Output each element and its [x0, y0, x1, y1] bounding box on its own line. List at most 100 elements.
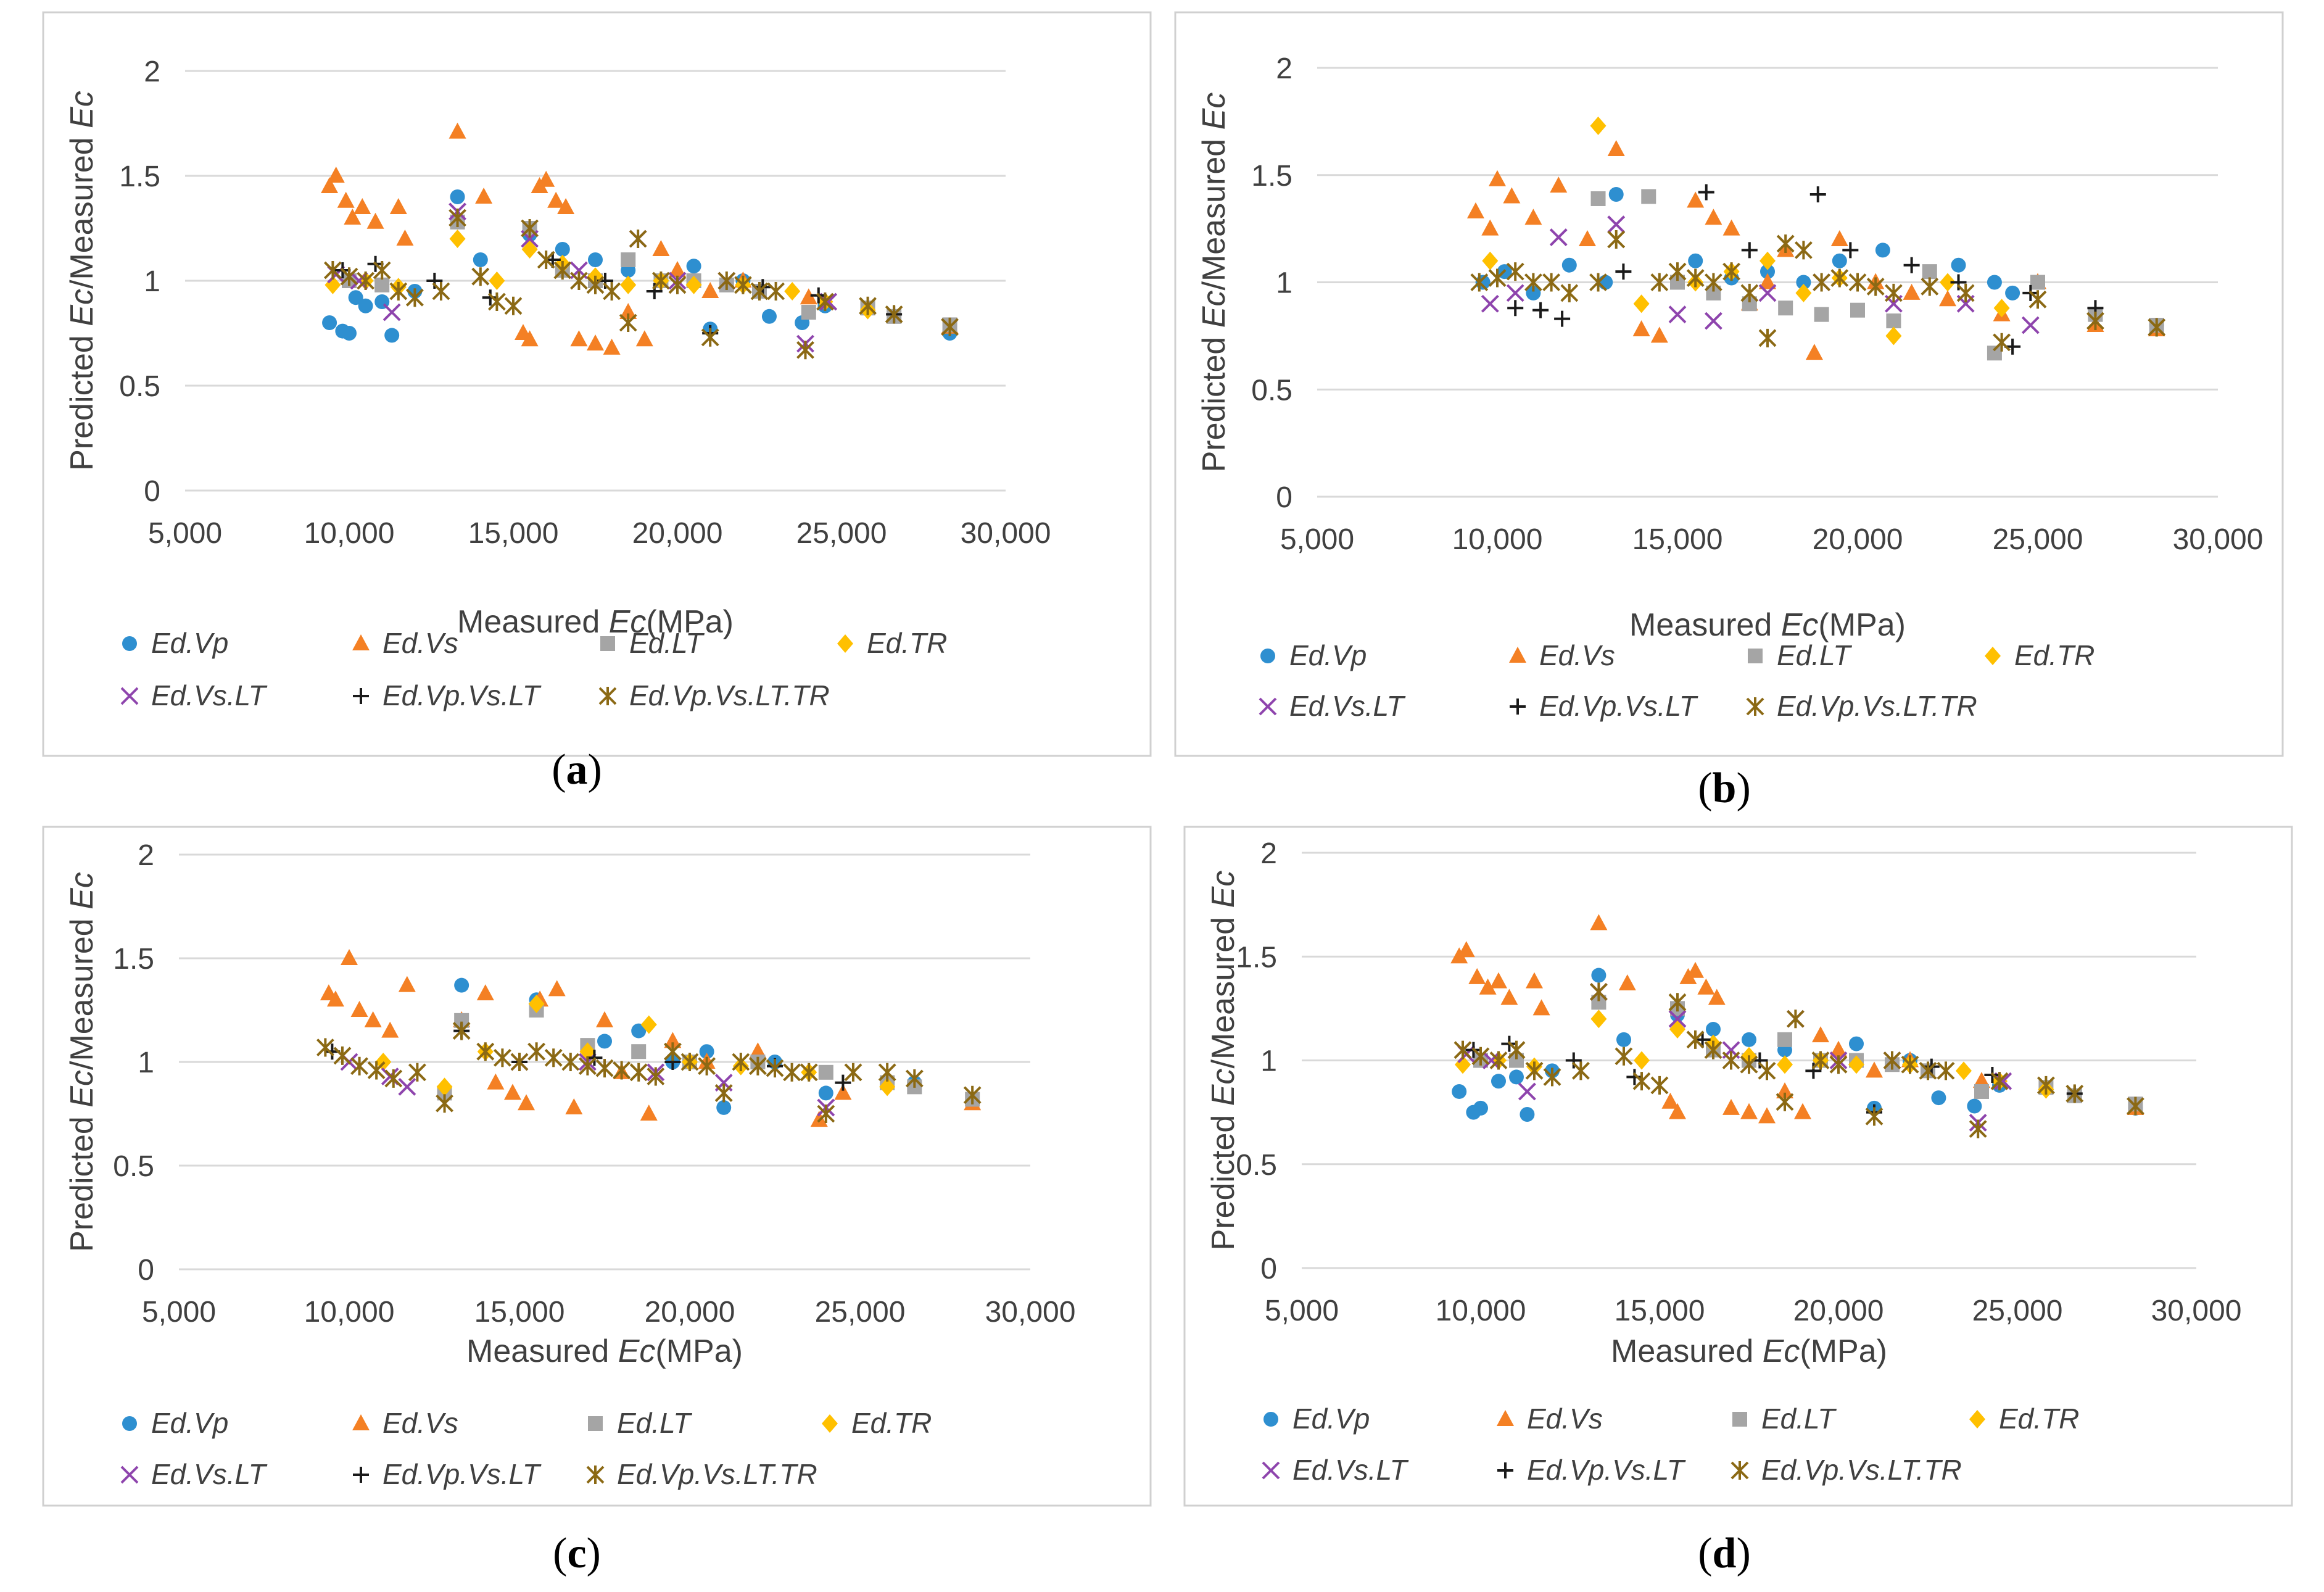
data-point [1951, 257, 1966, 273]
data-point [844, 1063, 862, 1082]
legend-marker [822, 1414, 838, 1433]
data-point [449, 122, 466, 139]
data-point [389, 282, 408, 301]
data-point [493, 1048, 511, 1068]
data-point [1811, 1051, 1830, 1070]
data-point [1722, 262, 1741, 281]
data-point [1598, 275, 1613, 290]
data-point [450, 189, 465, 204]
data-point [1760, 264, 1775, 280]
data-point [1457, 941, 1475, 958]
legend-entry: Ed.TR [837, 627, 947, 659]
data-point [1565, 1052, 1582, 1069]
data-point [1482, 251, 1499, 270]
data-point [1550, 176, 1568, 193]
data-point [2021, 316, 2040, 334]
data-point [796, 341, 814, 360]
legend-entry: Ed.Vs [1509, 639, 1615, 671]
data-point [521, 219, 539, 238]
data-point [1525, 1061, 1544, 1080]
data-point [1590, 914, 1608, 931]
x-tick-label: 5,000 [1280, 523, 1354, 556]
x-tick-label: 5,000 [1265, 1295, 1339, 1327]
legend-entry: Ed.Vp.Vs.LT.TR [1731, 1454, 1962, 1486]
data-point [1704, 312, 1722, 330]
data-point [1481, 219, 1499, 236]
data-point [1848, 1055, 1864, 1074]
legend-marker [352, 1414, 370, 1430]
data-point [734, 275, 752, 294]
data-point [1848, 273, 1867, 292]
x-axis-title: Measured Ec(MPa) [457, 604, 734, 640]
data-point [547, 191, 565, 208]
data-point [1626, 1069, 1643, 1085]
data-point [1758, 328, 1777, 347]
series-Ed.Vs [321, 122, 959, 355]
data-point [487, 292, 506, 311]
legend-label: Ed.Vs.LT [1289, 690, 1406, 722]
y-axis-title: Predicted Ec/Measured Ec [1196, 93, 1232, 473]
legend-marker [1732, 1412, 1747, 1427]
legend-label: Ed.TR [867, 627, 947, 659]
data-point [651, 272, 670, 290]
data-point [1641, 189, 1656, 204]
data-point [1740, 283, 1759, 302]
legend-label: Ed.Vs [383, 627, 458, 659]
y-tick-label: 2 [1260, 837, 1277, 870]
data-point [1830, 230, 1848, 246]
data-point [1455, 1055, 1471, 1074]
data-point [389, 198, 407, 214]
data-point [664, 1032, 682, 1048]
data-point [1697, 978, 1715, 995]
data-point [629, 1063, 648, 1082]
data-point [366, 212, 384, 229]
data-point [1491, 1074, 1506, 1089]
legend-marker [1748, 649, 1763, 663]
data-point [1795, 283, 1812, 302]
legend-marker [122, 636, 137, 651]
data-point [1668, 1010, 1687, 1028]
data-point [784, 282, 801, 301]
y-tick-label: 1 [138, 1047, 154, 1079]
data-point [1850, 302, 1865, 318]
series-Ed.Vp.Vs.LT.TR [1470, 230, 2166, 352]
legend-entry: Ed.Vp [1260, 639, 1367, 671]
data-point [647, 1067, 665, 1086]
y-tick-label: 0.5 [119, 370, 160, 403]
legend-label: Ed.Vp.Vs.LT [1539, 690, 1698, 722]
data-point [471, 267, 490, 286]
legend-label: Ed.LT [629, 627, 705, 659]
data-point [1489, 170, 1506, 186]
data-point [436, 1094, 453, 1113]
data-point [1809, 186, 1826, 203]
legend-entry: Ed.LT [1732, 1403, 1837, 1435]
data-point [1607, 230, 1626, 249]
data-point [1479, 978, 1497, 995]
data-point [561, 1053, 580, 1071]
legend-marker [352, 634, 370, 650]
data-point [761, 309, 777, 324]
data-point [1686, 268, 1705, 288]
data-point [326, 990, 344, 1007]
legend-marker [1497, 1410, 1514, 1426]
data-point [783, 1063, 801, 1082]
data-point [1805, 1063, 1822, 1079]
data-point [1993, 299, 2010, 318]
data-point [357, 272, 375, 290]
legend-label: Ed.Vp.Vs.LT.TR [1777, 690, 1977, 722]
data-point [1650, 273, 1669, 292]
legend-label: Ed.Vp [1292, 1403, 1370, 1435]
legend-marker [1262, 1461, 1280, 1480]
legend-marker [353, 688, 369, 704]
x-tick-label: 20,000 [632, 517, 723, 550]
legend-marker [353, 1467, 369, 1483]
data-point [800, 288, 817, 305]
legend-marker [1746, 697, 1764, 716]
data-point [489, 272, 505, 290]
series-Ed.Vp.Vs.LT.TR [1454, 982, 2144, 1138]
legend-label: Ed.TR [2014, 639, 2094, 671]
data-point [518, 1094, 536, 1111]
data-point [1616, 1032, 1631, 1047]
panel-caption: (d) [1698, 1530, 1751, 1577]
data-point [2037, 1076, 2055, 1095]
